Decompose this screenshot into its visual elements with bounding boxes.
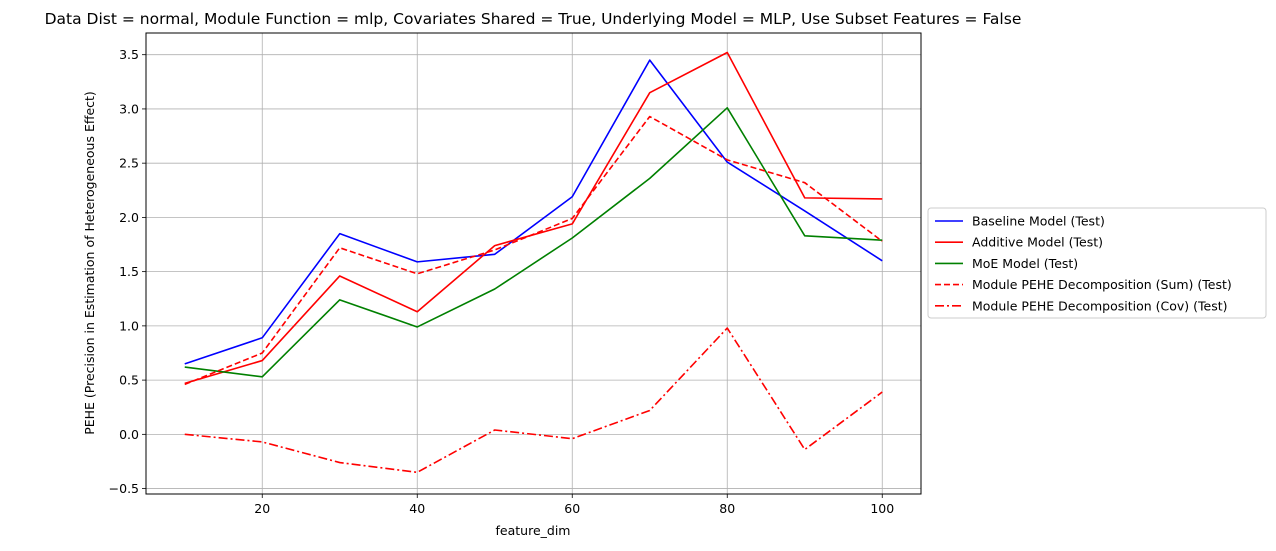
- x-axis-label: feature_dim: [496, 523, 571, 538]
- x-tick-label: 80: [719, 501, 735, 516]
- chart-title: Data Dist = normal, Module Function = ml…: [45, 10, 1022, 28]
- series-line-5: [184, 327, 883, 474]
- series-line-4: [184, 115, 883, 386]
- x-tick-label: 100: [870, 501, 894, 516]
- legend-label-2: Additive Model (Test): [972, 235, 1103, 250]
- legend-label-4: Module PEHE Decomposition (Sum) (Test): [972, 277, 1232, 292]
- legend-label-5: Module PEHE Decomposition (Cov) (Test): [972, 298, 1228, 313]
- y-tick-label: 2.5: [119, 156, 139, 171]
- y-tick-label: 1.5: [119, 264, 139, 279]
- y-tick-label: 2.0: [119, 210, 139, 225]
- y-tick-label: −0.5: [109, 481, 139, 496]
- y-axis-label: PEHE (Precision in Estimation of Heterog…: [82, 91, 97, 435]
- series-lines: [184, 51, 883, 474]
- axis-ticks: 20 40 60 80 100 −0.5 0.0 0.5 1.0 1.5 2.0 2.5 3.0 3.5: [109, 47, 895, 516]
- legend-label-3: MoE Model (Test): [972, 256, 1078, 271]
- legend: Baseline Model (Test) Additive Model (Tes…: [927, 207, 1267, 319]
- x-tick-label: 60: [564, 501, 580, 516]
- series-line-2: [184, 51, 883, 385]
- x-tick-label: 40: [409, 501, 425, 516]
- x-tick-label: 20: [254, 501, 270, 516]
- y-tick-label: 0.0: [119, 427, 139, 442]
- y-tick-label: 3.5: [119, 47, 139, 62]
- y-tick-label: 3.0: [119, 101, 139, 116]
- y-tick-label: 0.5: [119, 373, 139, 388]
- y-tick-label: 1.0: [119, 318, 139, 333]
- legend-box: [927, 207, 1267, 319]
- series-line-3: [184, 107, 883, 378]
- grid-lines: [146, 33, 921, 494]
- series-line-1: [184, 59, 883, 365]
- plot-frame: [145, 32, 922, 495]
- legend-label-1: Baseline Model (Test): [972, 214, 1105, 229]
